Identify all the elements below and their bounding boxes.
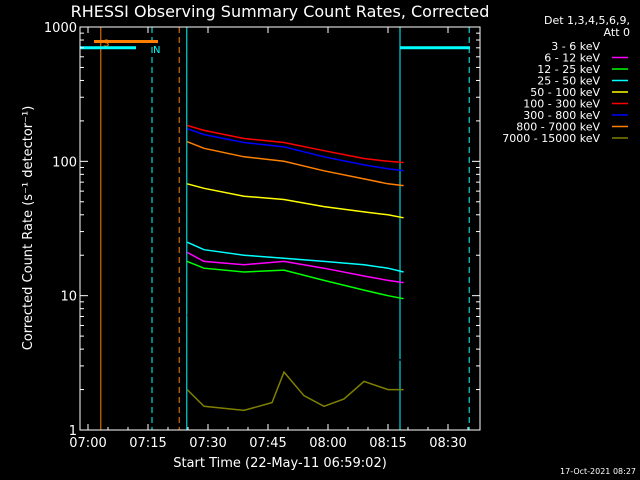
plot-frame [79, 26, 481, 431]
series-line-5 [186, 124, 404, 164]
legend-label-0: 3 - 6 keV [551, 40, 600, 53]
y-tick-label-0: 1 [69, 424, 77, 439]
x-tick-label-1: 07:15 [129, 436, 166, 451]
y-tick-label-3: 1000 [44, 21, 77, 36]
series-line-3 [186, 241, 404, 273]
legend-label-4: 50 - 100 keV [530, 86, 600, 99]
series-line-4 [187, 183, 404, 219]
x-tick-label-2: 07:30 [189, 436, 226, 451]
date-stamp: 17-Oct-2021 08:27 [560, 467, 636, 476]
x-tick-label-0: 07:00 [69, 436, 106, 451]
x-tick-label-5: 08:15 [369, 436, 406, 451]
legend-label-5: 100 - 300 keV [523, 98, 600, 111]
legend-label-2: 12 - 25 keV [537, 63, 600, 76]
attenuator-bars: SN [80, 38, 470, 56]
chart-title: RHESSI Observing Summary Count Rates, Co… [71, 2, 490, 21]
axis-ticks: 07:00 07:15 07:30 07:45 08:00 08:15 08:30 1 10 10… [44, 21, 480, 451]
legend-header-1: Att 0 [604, 26, 630, 39]
state-bar-label-0: S [103, 38, 109, 49]
x-tick-label-3: 07:45 [249, 436, 286, 451]
legend-label-8: 7000 - 15000 keV [502, 132, 600, 145]
legend-label-1: 6 - 12 keV [544, 52, 600, 65]
series-line-6 [186, 127, 404, 172]
state-bar-label-1: N [153, 45, 160, 56]
y-tick-label-2: 100 [52, 155, 77, 170]
series-line-7 [186, 141, 404, 187]
series-line-8 [186, 370, 404, 412]
legend-label-3: 25 - 50 keV [537, 75, 600, 88]
series-layer [186, 124, 404, 412]
y-tick-label-1: 10 [60, 290, 77, 305]
x-axis-label: Start Time (22-May-11 06:59:02) [173, 456, 387, 471]
x-tick-label-6: 08:30 [429, 436, 466, 451]
y-axis-label: Corrected Count Rate (s⁻¹ detector⁻¹) [21, 106, 36, 351]
legend-label-7: 800 - 7000 keV [516, 121, 600, 134]
series-line-1 [186, 251, 404, 284]
series-line-2 [186, 260, 404, 300]
vertical-marker-lines [100, 27, 470, 430]
x-tick-label-4: 08:00 [309, 436, 346, 451]
legend-label-6: 300 - 800 keV [523, 109, 600, 122]
series-line-0 [186, 314, 404, 362]
legend-header-0: Det 1,3,4,5,6,9, [544, 14, 630, 27]
